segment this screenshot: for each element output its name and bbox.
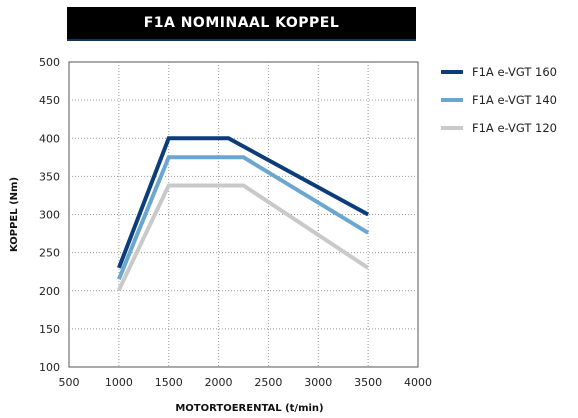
x-axis-label: MOTORTOERENTAL (t/min) [175, 403, 323, 414]
y-axis: 100 150 200 250 300 350 400 450 500 [39, 56, 60, 374]
y-tick-label: 500 [39, 56, 60, 69]
x-tick-label: 1500 [155, 376, 183, 389]
legend-label: F1A e-VGT 120 [472, 121, 557, 135]
legend-label: F1A e-VGT 160 [472, 65, 557, 79]
y-tick-label: 300 [39, 209, 60, 222]
grid [69, 62, 418, 367]
series-line [117, 155, 370, 281]
x-tick-label: 2000 [205, 376, 233, 389]
chart-title: F1A NOMINAAL KOPPEL [67, 7, 416, 41]
y-tick-label: 350 [39, 170, 60, 183]
y-tick-label: 150 [39, 323, 60, 336]
y-tick-label: 250 [39, 247, 60, 260]
x-tick-label: 500 [59, 376, 80, 389]
series-lines [117, 136, 370, 291]
y-tick-label: 450 [39, 94, 60, 107]
x-tick-label: 4000 [404, 376, 432, 389]
legend: F1A e-VGT 160 F1A e-VGT 140 F1A e-VGT 120 [441, 65, 557, 135]
y-tick-label: 400 [39, 132, 60, 145]
x-tick-label: 3500 [354, 376, 382, 389]
legend-label: F1A e-VGT 140 [472, 93, 557, 107]
series-line [117, 183, 370, 291]
x-tick-label: 2500 [254, 376, 282, 389]
y-axis-label: KOPPEL (Nm) [9, 177, 20, 252]
x-tick-label: 3000 [304, 376, 332, 389]
y-tick-label: 200 [39, 285, 60, 298]
x-axis: 500 1000 1500 2000 2500 3000 3500 4000 [59, 376, 433, 389]
series-line [117, 136, 370, 269]
y-tick-label: 100 [39, 361, 60, 374]
x-tick-label: 1000 [105, 376, 133, 389]
